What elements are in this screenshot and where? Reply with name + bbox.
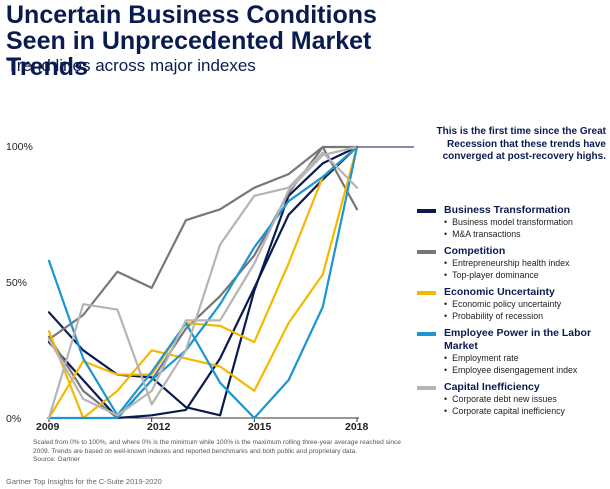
chart-legend: Business Transformation Business model t… — [417, 204, 607, 422]
footnote-source: Source: Gartner — [33, 456, 80, 464]
x-tick-label: 2012 — [147, 421, 171, 433]
legend-item: Probability of recession — [444, 311, 607, 323]
legend-item: M&A transactions — [444, 229, 607, 241]
legend-item: Top-player dominance — [444, 270, 607, 282]
y-tick-label: 0% — [6, 413, 22, 425]
legend-swatch — [417, 332, 436, 336]
x-tick-label: 2018 — [345, 421, 369, 433]
legend-item: Economic policy uncertainty — [444, 299, 607, 311]
legend-group-economic-uncertainty: Economic Uncertainty Economic policy unc… — [417, 286, 607, 322]
chart-footnote: Scaled from 0% to 100%, and where 0% is … — [33, 439, 403, 465]
chart-series — [47, 145, 359, 420]
legend-group-capital-inefficiency: Capital Inefficiency Corporate debt new … — [417, 381, 607, 417]
series-line-business-transformation-1 — [47, 145, 359, 417]
legend-item: Employment rate — [444, 353, 607, 365]
series-line-business-transformation-2 — [47, 145, 359, 420]
legend-swatch — [417, 250, 436, 254]
x-tick-label: 2015 — [248, 421, 272, 433]
legend-swatch — [417, 209, 436, 213]
legend-item: Corporate debt new issues — [444, 394, 607, 406]
page-credit: Gartner Top Insights for the C-Suite 201… — [6, 477, 162, 486]
legend-label: Economic Uncertainty — [444, 286, 555, 298]
legend-label: Competition — [444, 245, 506, 257]
y-tick-label: 50% — [6, 277, 28, 289]
legend-item: Business model transformation — [444, 217, 607, 229]
legend-label: Employee Power in the Labor Market — [444, 327, 592, 352]
series-line-employee-power-in-the-labor-market-1 — [47, 145, 359, 420]
footnote-scaling: Scaled from 0% to 100%, and where 0% is … — [33, 439, 401, 455]
legend-item: Entrepreneurship health index — [444, 258, 607, 270]
legend-group-business-transformation: Business Transformation Business model t… — [417, 204, 607, 240]
legend-item: Employee disengagement index — [444, 365, 607, 377]
legend-swatch — [417, 291, 436, 295]
x-tick-label: 2009 — [36, 421, 60, 433]
legend-group-employee-power: Employee Power in the Labor Market Emplo… — [417, 327, 607, 376]
legend-label: Business Transformation — [444, 204, 571, 216]
series-line-competition-1 — [47, 145, 359, 341]
legend-label: Capital Inefficiency — [444, 381, 540, 393]
chart-title: Uncertain Business Conditions Seen in Un… — [6, 1, 377, 81]
series-line-economic-uncertainty-1 — [47, 145, 359, 420]
series-line-capital-inefficiency-2 — [47, 145, 359, 417]
series-line-economic-uncertainty-2 — [47, 145, 359, 420]
series-line-employee-power-in-the-labor-market-2 — [47, 145, 359, 420]
chart-subtitle: Trend lines across major indexes — [7, 56, 256, 75]
legend-group-competition: Competition Entrepreneurship health inde… — [417, 245, 607, 281]
chart-annotation: This is the first time since the Great R… — [436, 126, 607, 162]
y-tick-label: 100% — [6, 141, 33, 153]
legend-item: Corporate capital inefficiency — [444, 406, 607, 418]
series-line-capital-inefficiency-1 — [47, 151, 359, 420]
legend-swatch — [417, 386, 436, 390]
